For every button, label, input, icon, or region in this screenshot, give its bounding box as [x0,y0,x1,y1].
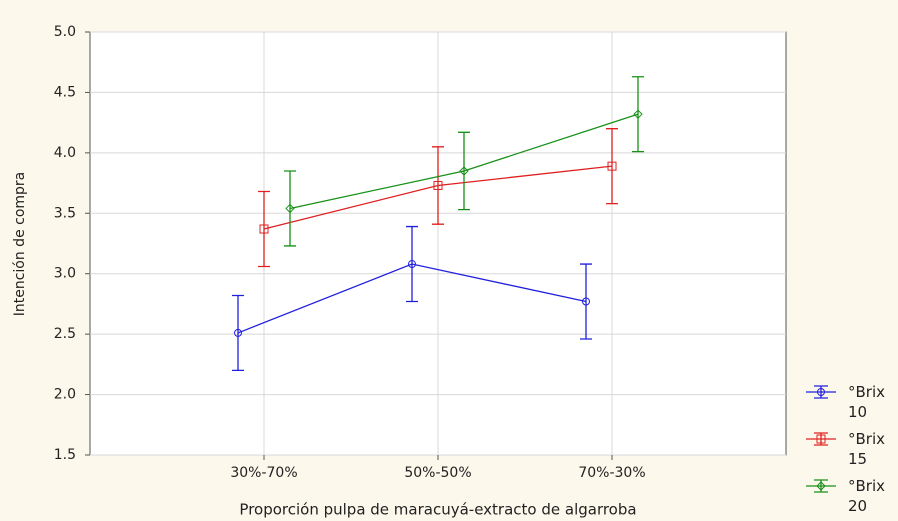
error-bar [432,146,444,225]
legend-marker [816,434,826,444]
marker [234,328,242,337]
legend-swatch [806,479,836,493]
marker [408,260,416,269]
marker [433,180,443,190]
marker [633,109,643,119]
x-axis-label: Proporción pulpa de maracuyá-extracto de… [239,501,636,519]
error-bar [232,294,244,372]
legend-swatch [806,432,836,446]
marker [607,161,617,171]
y-tick-label: 3.0 [54,266,76,282]
legend-label: °Brix 20 [848,477,886,515]
marker [259,224,269,234]
error-bar [580,263,592,340]
x-tick-label: 50%-50% [404,465,471,481]
legend-marker [816,481,826,491]
legend-marker [817,388,825,396]
error-bar [406,225,418,303]
legend-label: °Brix 15 [848,430,886,468]
marker [459,166,469,176]
y-tick-label: 5.0 [54,24,76,40]
y-tick-label: 4.5 [54,84,76,100]
error-bar [284,170,296,247]
x-tick-label: 30%-70% [230,465,297,481]
legend-swatch [806,385,836,399]
legend-label: °Brix 10 [848,383,886,421]
x-tick-label: 70%-30% [578,465,645,481]
marker [285,203,295,214]
y-tick-label: 2.0 [54,387,76,403]
y-tick-label: 2.5 [54,326,76,342]
marker [582,297,590,306]
y-tick-label: 1.5 [54,447,76,463]
error-bar [606,128,618,205]
y-tick-label: 4.0 [54,145,76,161]
y-axis-label: Intención de compra [12,172,28,317]
error-bar [632,76,644,153]
error-bar [458,131,470,211]
y-tick-label: 3.5 [54,205,76,221]
error-bar [258,190,270,268]
